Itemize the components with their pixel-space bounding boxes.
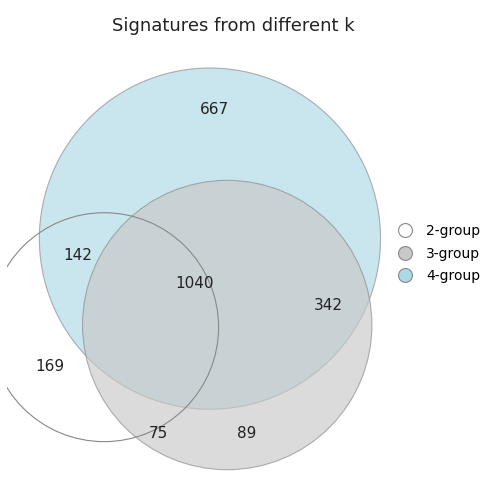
Circle shape	[83, 180, 372, 470]
Circle shape	[39, 68, 381, 409]
Text: 75: 75	[149, 425, 168, 440]
Text: 1040: 1040	[175, 277, 214, 291]
Title: Signatures from different k: Signatures from different k	[112, 17, 355, 35]
Text: 169: 169	[36, 358, 65, 373]
Text: 667: 667	[200, 102, 229, 116]
Legend: 2-group, 3-group, 4-group: 2-group, 3-group, 4-group	[386, 219, 486, 288]
Text: 342: 342	[314, 298, 343, 313]
Text: 142: 142	[64, 248, 93, 264]
Text: 89: 89	[237, 425, 257, 440]
